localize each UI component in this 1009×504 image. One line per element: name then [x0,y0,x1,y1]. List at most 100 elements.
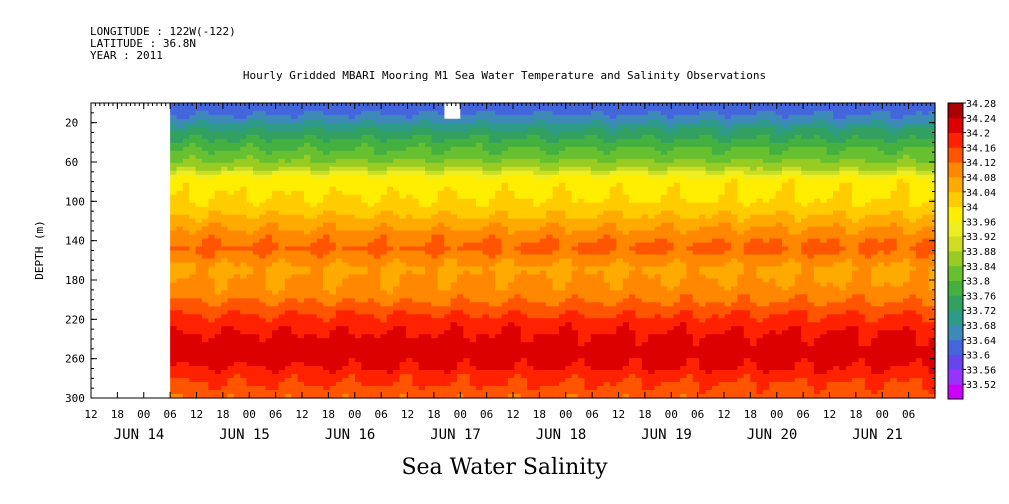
heatmap-cell [527,382,535,387]
heatmap-cell [507,214,515,220]
heatmap-cell [214,378,222,383]
heatmap-cell [310,170,318,176]
heatmap-cell [361,118,369,124]
heatmap-cell [393,254,401,260]
heatmap-cell [463,202,471,208]
heatmap-cell [259,282,267,287]
heatmap-cell [233,174,241,180]
heatmap-cell [303,282,311,287]
heatmap-cell [284,270,292,276]
heatmap-cell [476,202,484,208]
heatmap-cell [552,218,560,224]
heatmap-cell [425,318,433,323]
heatmap-cell [488,334,496,339]
heatmap-cell [189,178,197,184]
heatmap-cell [259,258,267,264]
heatmap-cell [380,286,388,291]
heatmap-cell [431,278,439,283]
heatmap-cell [361,326,369,331]
heatmap-cell [233,110,241,116]
heatmap-cell [323,194,331,200]
heatmap-cell [227,198,235,204]
heatmap-cell [259,342,267,347]
heatmap-cell [425,142,433,148]
heatmap-cell [533,190,541,196]
heatmap-cell [425,218,433,224]
heatmap-cell [354,246,362,252]
heatmap-cell [571,270,579,276]
heatmap-cell [195,298,203,303]
heatmap-cell [176,206,184,212]
heatmap-cell [597,130,605,136]
heatmap-cell [189,358,197,363]
heatmap-cell [552,238,560,244]
heatmap-cell [195,394,203,399]
heatmap-cell [501,218,509,224]
heatmap-cell [316,210,324,216]
heatmap-cell [303,390,311,395]
heatmap-cell [374,338,382,343]
heatmap-cell [501,190,509,196]
heatmap-cell [291,294,299,299]
heatmap-cell [558,374,566,379]
heatmap-cell [278,158,286,164]
heatmap-cell [291,194,299,200]
heatmap-cell [488,106,496,112]
heatmap-cell [463,246,471,252]
heatmap-cell [539,254,547,260]
heatmap-cell [176,158,184,164]
heatmap-cell [246,154,254,160]
heatmap-cell [444,134,452,140]
heatmap-cell [380,350,388,355]
heatmap-cell [329,130,337,136]
heatmap-cell [565,378,573,383]
heatmap-cell [552,306,560,311]
heatmap-cell [259,174,267,180]
heatmap-cell [221,366,229,371]
heatmap-cell [272,158,280,164]
heatmap-cell [233,122,241,128]
heatmap-cell [323,238,331,244]
heatmap-cell [354,166,362,172]
heatmap-cell [176,190,184,196]
heatmap-cell [374,318,382,323]
heatmap-cell [565,150,573,156]
heatmap-cell [488,174,496,180]
heatmap-cell [558,342,566,347]
heatmap-cell [412,258,420,264]
heatmap-cell [405,130,413,136]
heatmap-cell [571,154,579,160]
heatmap-cell [246,238,254,244]
heatmap-cell [386,342,394,347]
heatmap-cell [170,126,178,132]
heatmap-cell [444,366,452,371]
heatmap-cell [520,162,528,168]
heatmap-cell [425,154,433,160]
heatmap-cell [195,358,203,363]
heatmap-cell [552,338,560,343]
heatmap-cell [558,154,566,160]
heatmap-cell [571,262,579,268]
heatmap-cell [578,298,586,303]
heatmap-cell [527,110,535,116]
heatmap-cell [444,386,452,391]
heatmap-cell [533,226,541,232]
heatmap-cell [323,306,331,311]
heatmap-cell [240,334,248,339]
heatmap-cell [495,182,503,188]
heatmap-cell [297,122,305,128]
heatmap-cell [170,134,178,140]
heatmap-cell [507,238,515,244]
heatmap-cell [476,234,484,240]
heatmap-cell [227,390,235,395]
heatmap-cell [278,250,286,256]
heatmap-cell [316,238,324,244]
heatmap-cell [367,270,375,276]
heatmap-cell [501,114,509,120]
heatmap-cell [527,266,535,272]
heatmap-cell [201,166,209,172]
heatmap-cell [520,206,528,212]
heatmap-cell [259,386,267,391]
heatmap-cell [425,222,433,228]
heatmap-cell [291,110,299,116]
